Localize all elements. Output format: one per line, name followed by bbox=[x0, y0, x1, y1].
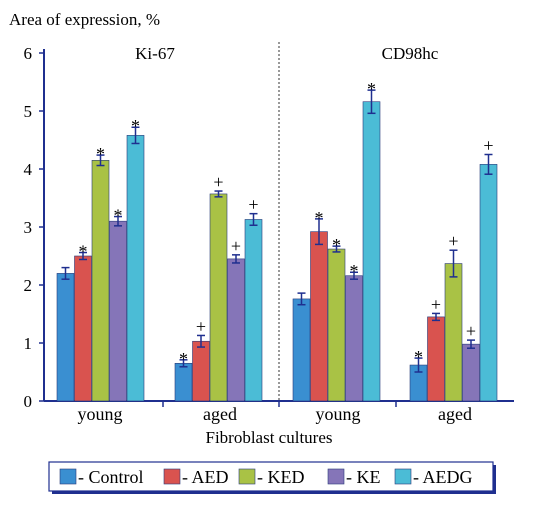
significance-marker: * bbox=[350, 261, 359, 281]
bar bbox=[292, 298, 311, 402]
significance-marker: * bbox=[315, 208, 324, 228]
bar bbox=[227, 258, 245, 402]
significance-marker: * bbox=[96, 144, 105, 164]
bar bbox=[56, 273, 75, 402]
legend-swatch bbox=[59, 468, 77, 485]
legend-box bbox=[48, 461, 494, 492]
y-tick-label: 4 bbox=[24, 160, 33, 179]
bar bbox=[192, 340, 210, 402]
x-tick-label: aged bbox=[203, 404, 237, 424]
y-tick-label: 0 bbox=[24, 392, 33, 411]
significance-marker: + bbox=[483, 136, 493, 156]
bar bbox=[310, 231, 328, 402]
legend-swatch bbox=[238, 468, 256, 485]
significance-marker: * bbox=[367, 79, 376, 99]
significance-marker: + bbox=[448, 231, 458, 251]
legend-swatch bbox=[163, 468, 181, 485]
significance-marker: + bbox=[431, 294, 441, 314]
bar bbox=[427, 316, 445, 402]
significance-marker: + bbox=[196, 316, 206, 336]
bar bbox=[479, 164, 498, 402]
panel-title-cd98hc: CD98hc bbox=[382, 44, 439, 63]
legend-label: - KED bbox=[257, 467, 305, 487]
significance-marker: * bbox=[332, 235, 341, 255]
bar bbox=[362, 101, 381, 402]
x-axis-title: Fibroblast cultures bbox=[205, 428, 332, 447]
significance-marker: + bbox=[466, 321, 476, 341]
legend-label: - KE bbox=[346, 467, 381, 487]
significance-marker: * bbox=[79, 242, 88, 262]
bar bbox=[91, 160, 110, 402]
significance-marker: + bbox=[213, 172, 223, 192]
significance-marker: * bbox=[114, 206, 123, 226]
legend-label: - AEDG bbox=[413, 467, 473, 487]
bar bbox=[462, 343, 480, 402]
bar bbox=[244, 219, 263, 402]
significance-marker: + bbox=[248, 195, 258, 215]
bar bbox=[109, 220, 127, 402]
bar bbox=[209, 193, 228, 402]
significance-marker: * bbox=[414, 347, 423, 367]
bar bbox=[327, 248, 346, 402]
significance-marker: + bbox=[231, 236, 241, 256]
bar bbox=[444, 263, 463, 402]
y-tick-label: 5 bbox=[24, 102, 33, 121]
x-tick-label: aged bbox=[438, 404, 472, 424]
legend-label: - AED bbox=[182, 467, 229, 487]
significance-marker: * bbox=[179, 349, 188, 369]
y-tick-label: 3 bbox=[24, 218, 33, 237]
y-tick-label: 1 bbox=[24, 334, 33, 353]
bar bbox=[174, 362, 193, 402]
bar bbox=[126, 135, 145, 402]
y-tick-label: 6 bbox=[24, 44, 33, 63]
x-tick-label: young bbox=[78, 404, 123, 424]
bar bbox=[345, 275, 363, 402]
y-tick-label: 2 bbox=[24, 276, 33, 295]
legend-swatch bbox=[394, 468, 412, 485]
significance-marker: * bbox=[131, 116, 140, 136]
bar bbox=[74, 255, 92, 402]
legend: - Control - AED - KED - KE - AEDG bbox=[48, 461, 496, 494]
legend-label: - Control bbox=[78, 467, 144, 487]
x-tick-label: young bbox=[316, 404, 361, 424]
y-axis-title: Area of expression, % bbox=[9, 10, 160, 29]
plot-area: 0 1 2 3 4 5 6 young aged young aged * * * + * + * + * + * + * + *… bbox=[24, 42, 514, 424]
panel-title-ki67: Ki-67 bbox=[135, 44, 175, 63]
legend-swatch bbox=[327, 468, 345, 485]
